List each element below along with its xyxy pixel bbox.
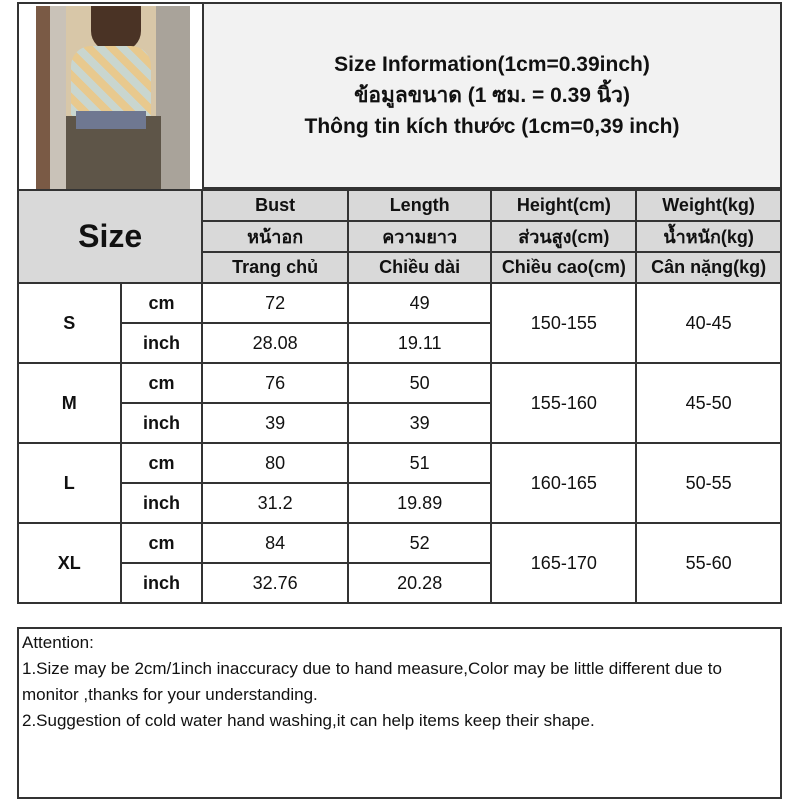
bust-cm: 76 — [201, 362, 349, 404]
attention-item-2: 2.Suggestion of cold water hand washing,… — [22, 711, 595, 730]
attention-note: Attention: 1.Size may be 2cm/1inch inacc… — [17, 627, 782, 799]
product-photo — [36, 6, 190, 191]
product-photo-cell — [17, 2, 202, 191]
table-row: L cm 80 51 160-165 50-55 — [17, 442, 782, 524]
unit-cm: cm — [119, 362, 204, 404]
header-length-thai: ความยาว — [346, 220, 493, 253]
weight-range: 50-55 — [635, 442, 782, 524]
header-weight-thai: น้ำหนัก(kg) — [635, 220, 782, 253]
header-height-vi: Chiều cao(cm) — [490, 251, 638, 284]
length-inch: 19.11 — [346, 322, 493, 364]
unit-cm: cm — [119, 442, 204, 484]
table-row: inch 28.08 19.11 — [18, 322, 781, 364]
height-range: 165-170 — [490, 522, 638, 604]
weight-range: 55-60 — [635, 522, 782, 604]
length-inch: 39 — [346, 402, 493, 444]
header-weight: Weight(kg) — [635, 189, 782, 222]
unit-inch: inch — [119, 562, 204, 604]
title-english: Size Information(1cm=0.39inch) — [334, 53, 650, 76]
length-cm: 52 — [346, 522, 493, 564]
unit-cm: cm — [119, 522, 204, 564]
size-info-title: Size Information(1cm=0.39inch) ข้อมูลขนา… — [202, 2, 782, 189]
bust-cm: 72 — [201, 282, 349, 324]
unit-inch: inch — [119, 402, 204, 444]
length-inch: 19.89 — [346, 482, 493, 524]
table-row: S cm 72 49 150-155 40-45 — [17, 282, 782, 364]
bust-inch: 31.2 — [201, 482, 349, 524]
size-header: Size — [16, 189, 204, 284]
header-length: Length — [346, 189, 493, 222]
bust-inch: 39 — [201, 402, 349, 444]
length-cm: 49 — [346, 282, 493, 324]
table-row: inch 31.2 19.89 — [18, 482, 781, 524]
size-cell: S — [17, 282, 122, 364]
length-inch: 20.28 — [346, 562, 493, 604]
unit-inch: inch — [119, 322, 204, 364]
height-range: 155-160 — [490, 362, 638, 444]
weight-range: 40-45 — [635, 282, 782, 364]
header-bust: Bust — [201, 189, 349, 222]
header-length-vi: Chiều dài — [346, 251, 493, 284]
table-row: inch 39 39 — [18, 402, 781, 444]
header-weight-vi: Cân nặng(kg) — [635, 251, 782, 284]
bust-inch: 28.08 — [201, 322, 349, 364]
header-height: Height(cm) — [490, 189, 638, 222]
unit-inch: inch — [119, 482, 204, 524]
bust-cm: 84 — [201, 522, 349, 564]
height-range: 160-165 — [490, 442, 638, 524]
title-vietnamese: Thông tin kích thước (1cm=0,39 inch) — [304, 115, 680, 138]
header-height-thai: ส่วนสูง(cm) — [490, 220, 638, 253]
attention-heading: Attention: — [22, 633, 94, 652]
header-bust-vi: Trang chủ — [201, 251, 349, 284]
length-cm: 51 — [346, 442, 493, 484]
bust-inch: 32.76 — [201, 562, 349, 604]
title-thai: ข้อมูลขนาด (1 ซม. = 0.39 นิ้ว) — [354, 84, 630, 107]
table-row: XL cm 84 52 165-170 55-60 — [17, 522, 782, 604]
table-row: inch 32.76 20.28 — [18, 562, 781, 604]
unit-cm: cm — [119, 282, 204, 324]
table-row: M cm 76 50 155-160 45-50 — [17, 362, 782, 444]
weight-range: 45-50 — [635, 362, 782, 444]
bust-cm: 80 — [201, 442, 349, 484]
size-table: Size Bust Length Height(cm) Weight(kg) ห… — [16, 189, 782, 604]
size-cell: XL — [17, 522, 122, 604]
height-range: 150-155 — [490, 282, 638, 364]
attention-item-1: 1.Size may be 2cm/1inch inaccuracy due t… — [22, 659, 722, 704]
size-cell: L — [17, 442, 122, 524]
header-bust-thai: หน้าอก — [201, 220, 349, 253]
size-cell: M — [17, 362, 122, 444]
length-cm: 50 — [346, 362, 493, 404]
